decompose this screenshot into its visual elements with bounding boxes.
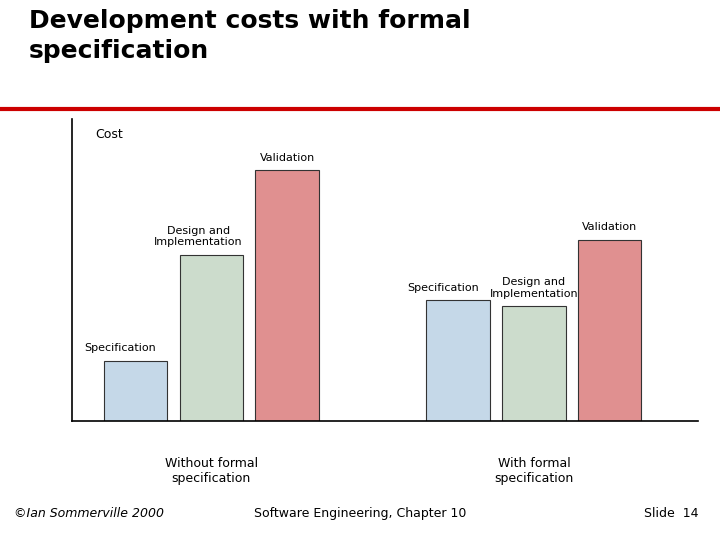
Bar <box>179 255 243 421</box>
Bar <box>426 300 490 421</box>
Text: Development costs with formal
specification: Development costs with formal specificat… <box>29 9 470 63</box>
Text: Without formal
specification: Without formal specification <box>165 457 258 485</box>
Bar <box>503 306 565 421</box>
Bar <box>256 170 319 421</box>
Text: Design and
Implementation: Design and Implementation <box>490 277 578 299</box>
Text: Software Engineering, Chapter 10: Software Engineering, Chapter 10 <box>254 507 466 520</box>
Text: Validation: Validation <box>582 222 637 232</box>
Text: Slide  14: Slide 14 <box>644 507 698 520</box>
Text: Validation: Validation <box>259 153 315 163</box>
Text: ©Ian Sommerville 2000: ©Ian Sommerville 2000 <box>14 507 164 520</box>
Text: Specification: Specification <box>407 282 479 293</box>
Text: Cost: Cost <box>95 128 122 141</box>
Text: Specification: Specification <box>84 343 156 353</box>
Text: Design and
Implementation: Design and Implementation <box>154 226 243 247</box>
Bar <box>104 361 167 421</box>
Text: With formal
specification: With formal specification <box>494 457 574 485</box>
Bar <box>578 240 642 421</box>
